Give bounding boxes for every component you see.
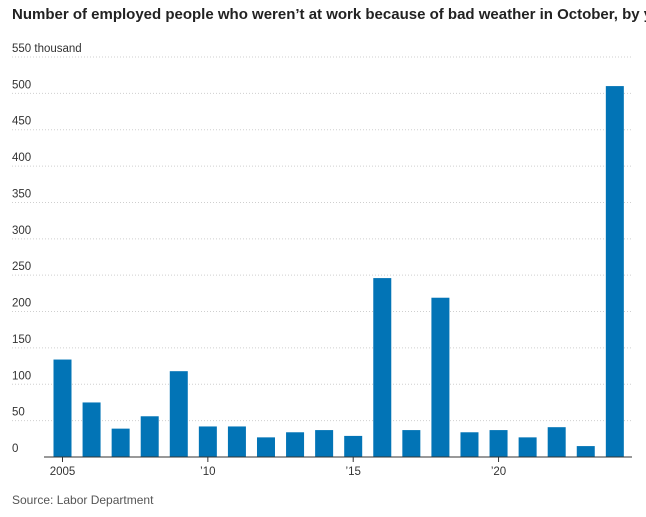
x-axis: 2005 ’10 ’15 ’20 <box>50 457 506 478</box>
y-tick-label: 50 <box>12 407 25 419</box>
bar-2023 <box>576 446 595 457</box>
y-tick-label: 0 <box>12 443 18 455</box>
bar-2012 <box>256 437 275 457</box>
bar-2015 <box>344 435 363 457</box>
bar-2024 <box>605 86 624 457</box>
bar-2016 <box>373 278 392 457</box>
bar-2020 <box>489 430 508 457</box>
bar-2013 <box>286 432 305 457</box>
y-tick-label: 250 <box>12 261 31 273</box>
bar-2005 <box>53 359 72 457</box>
gridlines <box>12 56 632 422</box>
source-note: Source: Labor Department <box>12 493 154 507</box>
x-tick-label: ’15 <box>346 466 361 478</box>
y-axis: 0 50 100 150 200 250 300 350 400 450 500 550 thousa… <box>12 43 82 455</box>
x-tick-label: ’10 <box>200 466 215 478</box>
bar-2011 <box>227 426 246 457</box>
bar-2022 <box>547 427 566 457</box>
bar-2008 <box>140 416 159 457</box>
bar-2006 <box>82 402 101 457</box>
bar-2010 <box>198 426 217 457</box>
bar-2014 <box>315 430 334 457</box>
bar-2018 <box>431 297 450 457</box>
y-tick-label: 150 <box>12 334 31 346</box>
y-tick-label: 300 <box>12 225 31 237</box>
y-tick-label: 200 <box>12 298 31 310</box>
bar-2007 <box>111 428 130 457</box>
y-tick-label: 450 <box>12 116 31 128</box>
chart-title: Number of employed people who weren’t at… <box>12 6 646 23</box>
x-tick-label: ’20 <box>491 466 506 478</box>
bar-2019 <box>460 432 479 457</box>
bar-2017 <box>402 430 421 457</box>
bar-2009 <box>169 371 188 457</box>
y-tick-label: 550 thousand <box>12 43 82 55</box>
x-tick-label: 2005 <box>50 466 76 478</box>
y-tick-label: 500 <box>12 79 31 91</box>
y-tick-label: 400 <box>12 152 31 164</box>
bar-2021 <box>518 437 537 457</box>
bars <box>53 86 624 457</box>
y-tick-label: 350 <box>12 188 31 200</box>
y-tick-label: 100 <box>12 370 31 382</box>
